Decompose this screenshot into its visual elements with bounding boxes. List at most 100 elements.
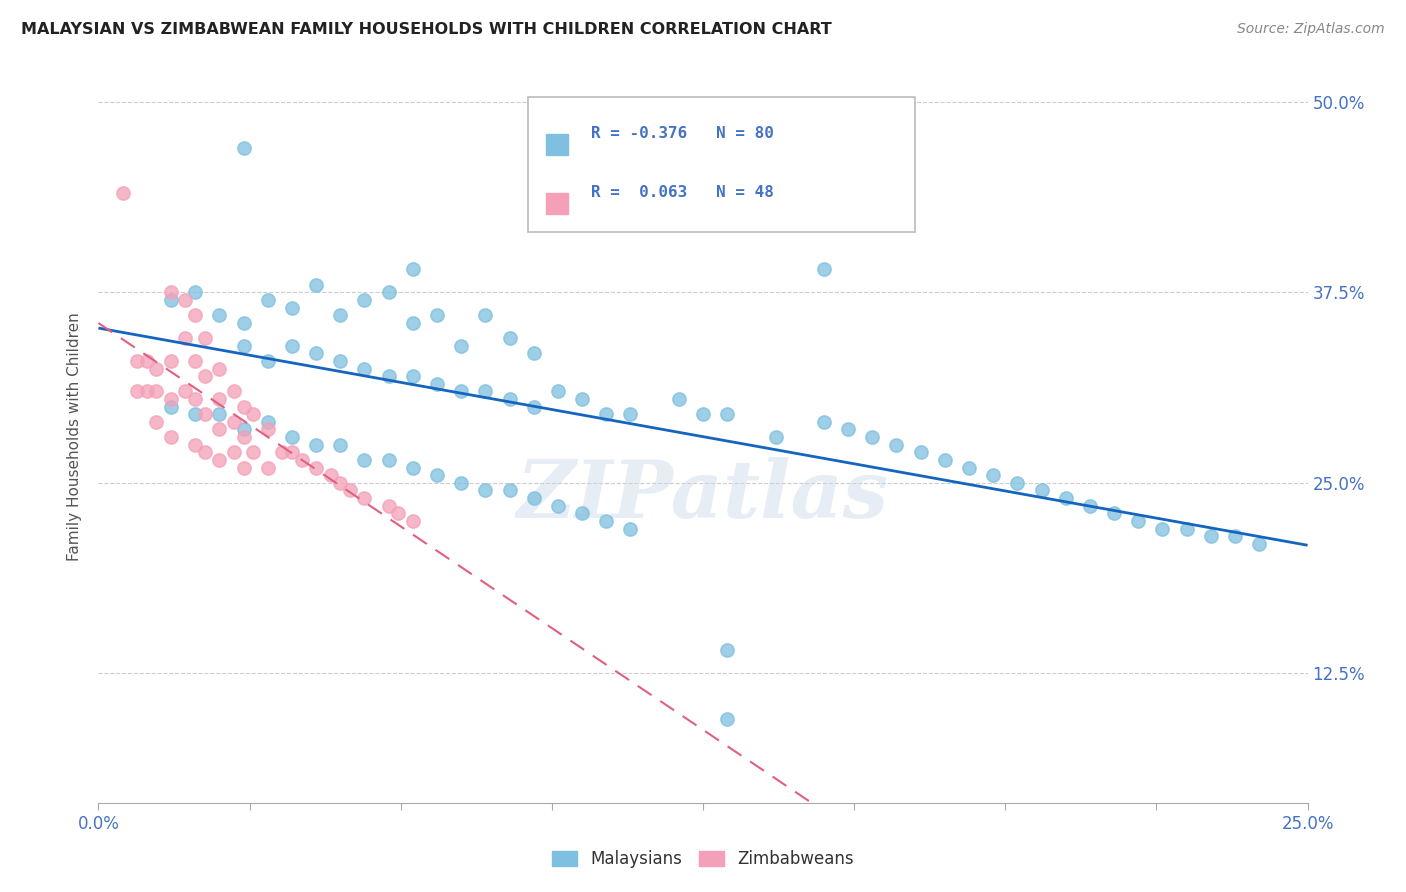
Point [194,369,217,384]
Point [222,384,245,399]
Point [595,407,617,421]
Point [402,460,425,475]
Point [377,453,399,467]
Point [1249,537,1271,551]
Point [242,445,264,459]
Point [1199,529,1222,543]
Point [523,400,546,414]
Point [184,308,207,322]
Point [619,407,641,421]
Point [208,392,231,406]
Point [145,361,167,376]
Point [353,491,375,505]
Point [813,415,835,429]
Point [498,483,520,498]
Point [281,301,304,315]
Point [256,293,278,307]
Point [160,354,183,368]
Text: MALAYSIAN VS ZIMBABWEAN FAMILY HOUSEHOLDS WITH CHILDREN CORRELATION CHART: MALAYSIAN VS ZIMBABWEAN FAMILY HOUSEHOLD… [21,22,832,37]
Point [860,430,883,444]
Point [402,369,425,384]
Point [232,316,254,330]
Point [523,491,546,505]
Point [450,339,472,353]
Point [426,308,449,322]
Point [934,453,956,467]
Point [716,407,738,421]
Point [256,354,278,368]
Point [619,148,641,162]
Point [111,186,134,201]
Point [194,445,217,459]
FancyBboxPatch shape [546,135,568,155]
Point [571,506,593,520]
Point [208,453,231,467]
Point [547,499,569,513]
Point [450,384,472,399]
Point [1102,506,1125,520]
Point [305,438,328,452]
Point [498,331,520,345]
Point [813,262,835,277]
Point [402,262,425,277]
Point [523,346,546,360]
Point [353,361,375,376]
Point [402,514,425,528]
Point [184,354,207,368]
Point [174,384,197,399]
Point [886,438,908,452]
FancyBboxPatch shape [527,97,915,232]
Point [692,407,714,421]
Point [377,285,399,300]
Point [426,376,449,391]
Point [387,506,409,520]
Point [127,384,149,399]
Point [474,384,496,399]
Point [377,369,399,384]
Point [222,445,245,459]
Point [547,384,569,399]
Point [474,308,496,322]
Text: Source: ZipAtlas.com: Source: ZipAtlas.com [1237,22,1385,37]
Point [232,400,254,414]
Point [329,354,352,368]
Point [329,475,352,490]
Point [208,361,231,376]
Point [271,445,294,459]
Point [305,460,328,475]
Point [160,430,183,444]
Point [329,308,352,322]
Point [184,407,207,421]
Point [353,453,375,467]
Point [1223,529,1246,543]
Point [837,422,859,436]
Point [329,438,352,452]
Point [1054,491,1077,505]
Point [184,438,207,452]
Point [135,354,157,368]
Point [305,346,328,360]
Point [1152,521,1174,535]
Point [160,400,183,414]
Y-axis label: Family Households with Children: Family Households with Children [67,313,83,561]
Point [242,407,264,421]
Point [1078,499,1101,513]
Point [256,415,278,429]
Point [498,392,520,406]
Point [222,415,245,429]
Point [281,339,304,353]
Point [474,483,496,498]
Point [160,285,183,300]
Point [256,422,278,436]
Point [194,331,217,345]
Point [208,422,231,436]
Text: ZIPatlas: ZIPatlas [517,457,889,534]
Point [426,468,449,483]
Point [1175,521,1198,535]
Point [145,384,167,399]
Point [208,407,231,421]
FancyBboxPatch shape [546,193,568,214]
Point [353,293,375,307]
Point [174,331,197,345]
Point [305,277,328,292]
